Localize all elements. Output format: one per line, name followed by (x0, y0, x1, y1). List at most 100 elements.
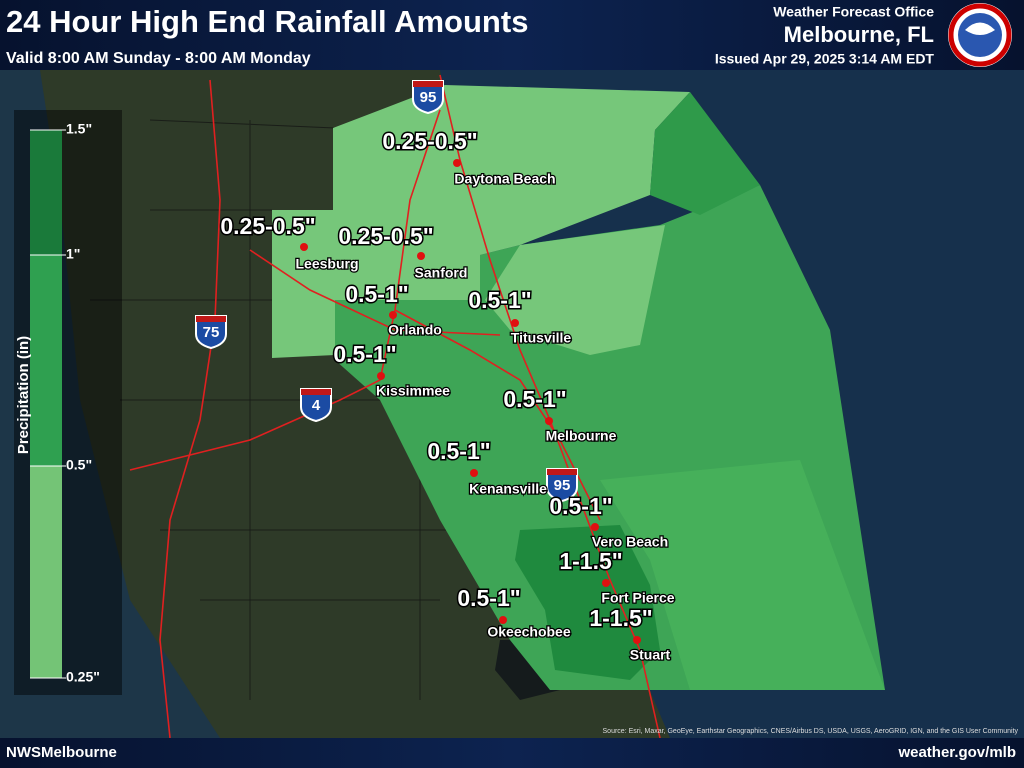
city: Sanford 0.25-0.5" (337, 222, 469, 282)
legend-color (30, 130, 62, 255)
title: 24 Hour High End Rainfall Amounts (6, 4, 528, 39)
city-dot (499, 616, 507, 624)
road (394, 309, 601, 521)
city: Stuart 1-1.5" (588, 604, 672, 664)
legend-color (30, 255, 62, 466)
road (129, 109, 441, 471)
city: Leesburg 0.25-0.5" (219, 212, 360, 273)
city: Daytona Beach 0.25-0.5" (381, 127, 557, 188)
city-dot (389, 311, 397, 319)
rain-amount: 0.25-0.5" (220, 213, 315, 239)
rain-area-heavy (515, 525, 660, 680)
city: Kissimmee 0.5-1" (332, 340, 452, 400)
shield-top (413, 81, 443, 87)
rain-amount: 0.5-1" (345, 281, 408, 307)
rain-area-medium (650, 92, 760, 215)
rain-amount: 0.5-1" (468, 287, 531, 313)
city-dot (300, 243, 308, 251)
legend-label: 0.25" (66, 669, 100, 685)
city-name: Melbourne (546, 428, 617, 444)
city-dot (591, 523, 599, 531)
rain-amount: 0.5-1" (427, 438, 490, 464)
city-dot (453, 159, 461, 167)
legend-labels: 1.5" 1" 0.5" 0.25" (30, 121, 100, 685)
road (249, 249, 501, 336)
legend-label: 0.5" (66, 457, 92, 473)
city-dot (377, 372, 385, 380)
city-name: Titusville (511, 330, 572, 346)
shield-body (195, 315, 227, 350)
city-name: Leesburg (295, 256, 358, 272)
city: Titusville 0.5-1" (467, 286, 573, 347)
city-dot (470, 469, 478, 477)
cities: Daytona Beach0.25-0.5"Leesburg0.25-0.5"S… (219, 127, 676, 664)
rain-amount: 0.5-1" (333, 341, 396, 367)
logo-ring-red (948, 3, 1012, 67)
legend-color (30, 466, 62, 678)
rain-amount: 1-1.5" (589, 605, 652, 631)
shield-number: 4 (312, 397, 321, 414)
city-name: Kenansville (469, 481, 547, 497)
road (159, 79, 221, 739)
city-dot (417, 252, 425, 260)
city-name: Okeechobee (487, 624, 570, 640)
footer-bar (0, 738, 1024, 768)
highways: 95 75 4 95 (195, 80, 578, 503)
logo-cloud (965, 22, 995, 35)
city: Orlando 0.5-1" (344, 280, 443, 339)
rain-amount: 0.5-1" (457, 585, 520, 611)
city-dot (511, 319, 519, 327)
shield-number: 95 (554, 477, 571, 494)
roads (129, 74, 661, 739)
rain-amount: 0.25-0.5" (338, 223, 433, 249)
footer-left: NWSMelbourne (6, 744, 117, 761)
shield-number: 75 (203, 324, 220, 341)
interstate-shield: 75 (195, 315, 227, 350)
rain-amount: 0.5-1" (549, 493, 612, 519)
shield-body (300, 388, 332, 423)
shield-body (546, 468, 578, 503)
nws-logo (948, 3, 1012, 67)
city: Kenansville 0.5-1" (426, 437, 549, 498)
shield-body (412, 80, 444, 115)
office: Weather Forecast Office (773, 4, 934, 20)
city-dot (602, 579, 610, 587)
interstate-shield: 4 (300, 388, 332, 423)
city-name: Stuart (630, 647, 671, 663)
legend-label: 1.5" (66, 121, 92, 137)
city: Vero Beach 0.5-1" (548, 492, 670, 551)
rain-amount: 0.25-0.5" (382, 128, 477, 154)
city-name: Vero Beach (592, 534, 668, 550)
footer-right: weather.gov/mlb (897, 744, 1016, 761)
city-name: Fort Pierce (601, 590, 674, 606)
issued-time: Issued Apr 29, 2025 3:14 AM EDT (715, 51, 935, 67)
city-name: Sanford (415, 265, 468, 281)
shield-top (196, 316, 226, 322)
legend-title: Precipitation (in) (15, 336, 32, 454)
interstate-shield: 95 (546, 468, 578, 503)
rain-amount: 1-1.5" (559, 548, 622, 574)
city-dot (633, 636, 641, 644)
shield-top (301, 389, 331, 395)
interstate-shield: 95 (412, 80, 444, 115)
location: Melbourne, FL (784, 22, 934, 47)
city: Melbourne 0.5-1" (502, 385, 618, 445)
city-name: Kissimmee (376, 383, 450, 399)
rain-area-light (485, 225, 665, 355)
shield-top (547, 469, 577, 475)
rain-area-light (272, 85, 690, 358)
city-name: Orlando (388, 322, 442, 338)
shield-number: 95 (420, 89, 437, 106)
city: Fort Pierce 1-1.5" (558, 547, 676, 607)
city-dot (545, 417, 553, 425)
rainfall-areas (272, 85, 885, 690)
legend-label: 1" (66, 246, 80, 262)
credits: Source: Esri, Maxar, GeoEye, Earthstar G… (603, 728, 1019, 735)
valid-time: Valid 8:00 AM Sunday - 8:00 AM Monday (6, 50, 311, 67)
header-bar (0, 0, 1024, 70)
city: Okeechobee 0.5-1" (456, 584, 572, 641)
rain-amount: 0.5-1" (503, 386, 566, 412)
city-name: Daytona Beach (454, 171, 555, 187)
rain-area-medium (600, 460, 885, 690)
